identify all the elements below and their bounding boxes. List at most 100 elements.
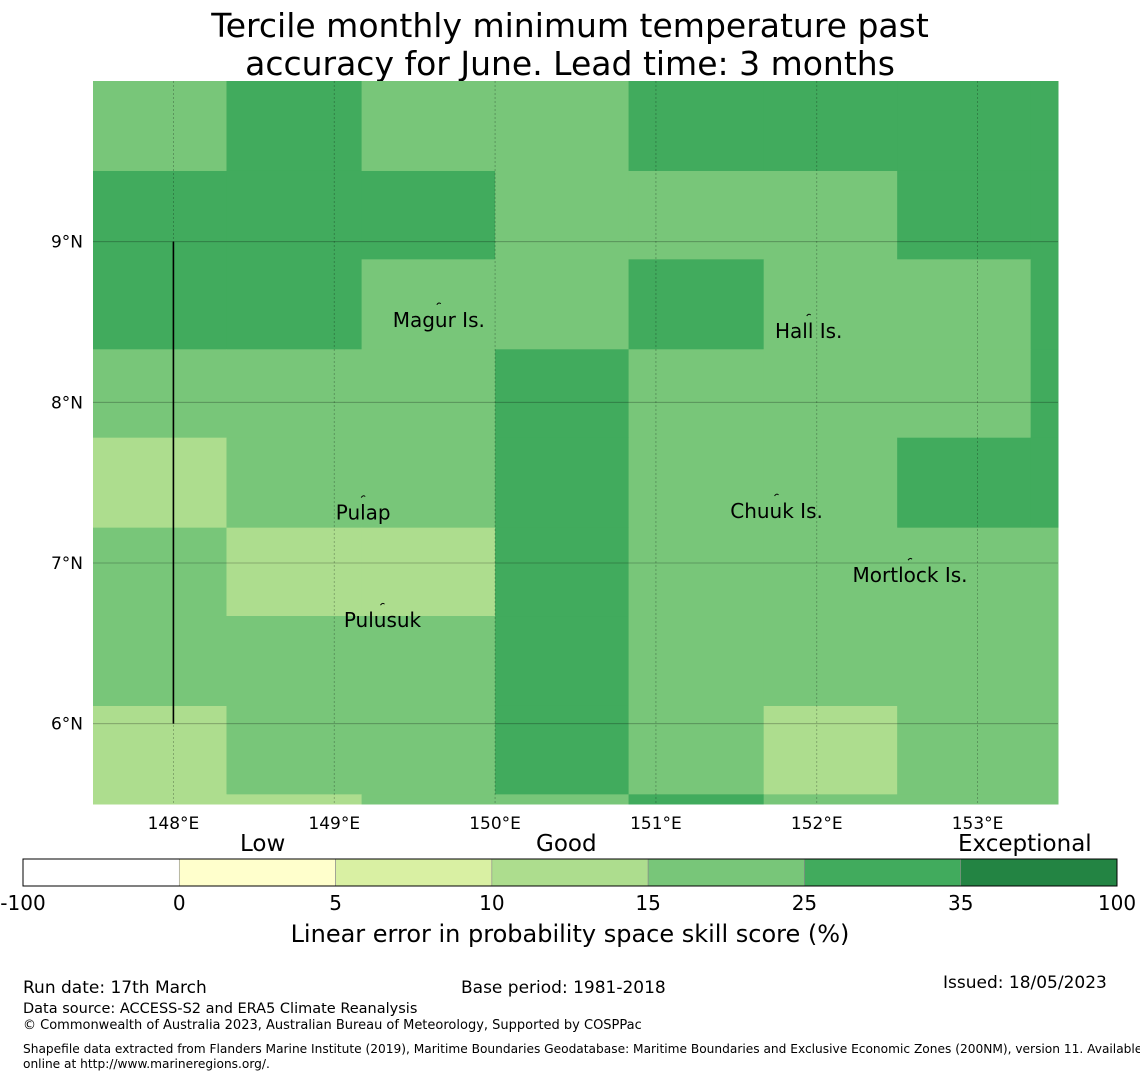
run-date: Run date: 17th March [23, 978, 207, 998]
grid-cell [628, 437, 765, 529]
island-label: Mortlock Is. [853, 563, 968, 587]
grid-cell [226, 527, 363, 617]
grid-cell [1030, 81, 1059, 172]
grid-cell [628, 349, 765, 439]
grid-cell [763, 705, 898, 795]
grid-cell [628, 81, 765, 172]
grid-cell [495, 437, 630, 529]
lon-tick-label: 149°E [308, 814, 360, 830]
island-label: Pulap [336, 501, 391, 525]
colorbar-bin [22, 858, 180, 887]
colorbar-bin [647, 858, 805, 887]
grid-cell [93, 170, 227, 260]
map-grid-cells [93, 81, 1059, 805]
grid-cell [93, 259, 227, 350]
grid-cell [763, 794, 898, 805]
grid-cell [93, 349, 227, 439]
island-outline [380, 602, 385, 606]
lon-tick-label: 153°E [952, 814, 1004, 830]
grid-cell [763, 259, 898, 350]
copyright: © Commonwealth of Australia 2023, Austra… [23, 1018, 642, 1033]
lat-tick-label: 9°N [51, 233, 83, 253]
lon-tick-label: 150°E [469, 814, 521, 830]
grid-cell [361, 259, 496, 350]
island-label: Chuuk Is. [730, 499, 823, 523]
lat-tick-label: 8°N [51, 393, 83, 413]
map-title-line-1: Tercile monthly minimum temperature past [211, 6, 929, 45]
grid-cell [1030, 527, 1059, 617]
shapefile-credit-line-2: online at http://www.marineregions.org/. [23, 1057, 270, 1071]
skill-score-map: Magur Is. Hall Is. Pulap Chuuk Is. Mortlock … [51, 81, 1059, 830]
grid-cell [1030, 616, 1059, 707]
grid-cell [763, 81, 898, 172]
colorbar-tick-label: 10 [479, 891, 505, 915]
grid-cell [628, 616, 765, 707]
grid-cell [495, 705, 630, 795]
grid-cell [226, 616, 363, 707]
colorbar-tick-label: 15 [635, 891, 661, 915]
grid-cell [1030, 259, 1059, 350]
longitude-axis: 148°E 149°E 150°E 151°E 152°E 153°E [148, 814, 1004, 830]
colorbar-tick-label: 25 [791, 891, 818, 915]
grid-cell [495, 794, 630, 805]
grid-cell [763, 437, 898, 529]
grid-cell [361, 527, 496, 617]
map-title-line-2: accuracy for June. Lead time: 3 months [245, 44, 895, 83]
colorbar-tick-label: 5 [329, 891, 342, 915]
grid-cell [361, 81, 496, 172]
grid-cell [361, 705, 496, 795]
colorbar [22, 858, 1118, 887]
grid-cell [226, 259, 363, 350]
island-outline [360, 495, 366, 498]
grid-cell [361, 794, 496, 805]
grid-cell [897, 616, 1032, 707]
grid-cell [1030, 705, 1059, 795]
grid-cell [93, 616, 227, 707]
grid-cell [628, 527, 765, 617]
grid-cell [897, 170, 1032, 260]
grid-cell [93, 437, 227, 529]
grid-cell [897, 81, 1032, 172]
issued-date: Issued: 18/05/2023 [943, 973, 1107, 993]
grid-cell [93, 794, 227, 805]
grid-cell [226, 349, 363, 439]
colorbar-label-exceptional: Exceptional [958, 831, 1092, 857]
grid-cell [763, 170, 898, 260]
grid-cell [1030, 170, 1059, 260]
lon-tick-label: 152°E [791, 814, 843, 830]
island-outline [907, 557, 913, 561]
grid-cell [361, 349, 496, 439]
grid-cell [495, 259, 630, 350]
grid-cell [1030, 437, 1059, 529]
colorbar-tick-label: 0 [172, 891, 186, 915]
colorbar-caption: Linear error in probability space skill … [290, 920, 850, 948]
grid-cell [897, 437, 1032, 529]
colorbar-bin [335, 858, 493, 887]
grid-cell [226, 437, 363, 529]
lon-tick-label: 151°E [630, 814, 682, 830]
colorbar-label-low: Low [240, 831, 286, 857]
lat-tick-label: 7°N [51, 554, 83, 574]
grid-cell [226, 81, 363, 172]
grid-cell [361, 437, 496, 529]
grid-cell [763, 349, 898, 439]
island-label: Pulusuk [344, 608, 422, 632]
grid-cell [495, 81, 630, 172]
grid-cell [495, 170, 630, 260]
grid-cell [897, 705, 1032, 795]
colorbar-bin [960, 858, 1118, 887]
grid-cell [897, 349, 1032, 439]
colorbar-bin [491, 858, 649, 887]
colorbar-bin [804, 858, 962, 887]
grid-cell [361, 170, 496, 260]
island-label: Magur Is. [393, 308, 485, 332]
base-period: Base period: 1981-2018 [461, 978, 666, 998]
grid-cell [897, 259, 1032, 350]
data-source: Data source: ACCESS-S2 and ERA5 Climate … [23, 1001, 418, 1017]
shapefile-credit-line-1: Shapefile data extracted from Flanders M… [23, 1042, 1140, 1056]
island-outline [806, 313, 812, 317]
lon-tick-label: 148°E [148, 814, 200, 830]
grid-cell [628, 705, 765, 795]
grid-cell [93, 705, 227, 795]
island-label: Hall Is. [775, 319, 842, 343]
